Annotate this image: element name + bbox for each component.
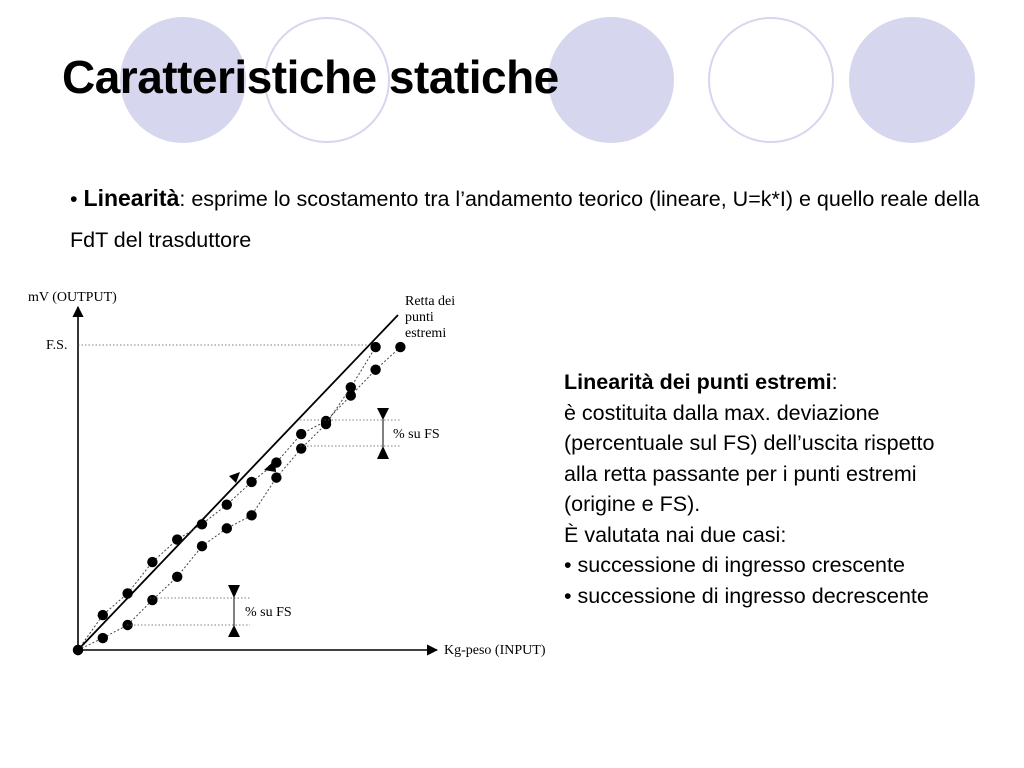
upper-curve-point — [221, 499, 232, 510]
bullet-text: : esprime lo scostamento tra l’andamento… — [70, 187, 980, 252]
description-line: (percentuale sul FS) dell’uscita rispett… — [564, 431, 935, 455]
upper-curve-point — [370, 364, 381, 375]
bullet-marker: • — [70, 187, 78, 211]
decorative-circle-4 — [708, 17, 834, 143]
upper-curve-point — [196, 519, 208, 530]
lower-curve-point — [320, 418, 332, 430]
upper-curve-point — [122, 588, 133, 599]
case-item-decreasing: • successione di ingresso decrescente — [564, 583, 929, 608]
upper-curve-point — [296, 428, 307, 440]
lower-curve-point — [221, 523, 232, 534]
lower-curve-point — [246, 510, 257, 521]
upper-curve-point — [395, 341, 406, 353]
deviation-marker-lower: % su FS — [127, 585, 292, 637]
lower-curve-point — [72, 644, 84, 656]
decorative-circle-2 — [264, 17, 390, 143]
lower-curve-point — [345, 382, 356, 393]
linearity-bullet: • Linearità: esprime lo scostamento tra … — [70, 178, 990, 261]
description-heading-row: Linearità dei punti estremi: — [564, 367, 1014, 398]
description-heading: Linearità dei punti estremi — [564, 370, 832, 394]
direction-arrow-ascending — [264, 460, 276, 472]
lower-curve-point — [172, 571, 183, 583]
description-line: È valutata nai due casi: — [564, 522, 787, 547]
decorative-circle-5 — [849, 17, 975, 143]
endpoint-line — [76, 314, 399, 652]
description-line: (origine e FS). — [564, 492, 701, 516]
lower-curve-point — [196, 541, 208, 552]
deviation-marker-upper: % su FS — [300, 408, 440, 459]
decorative-circle-1 — [120, 17, 246, 143]
lower-curve-point — [296, 443, 307, 454]
lower-curve-point — [147, 594, 158, 606]
lower-curve-point — [271, 472, 282, 483]
lower-curve-point — [370, 341, 381, 353]
y-axis-label: mV (OUTPUT) — [28, 290, 117, 305]
upper-curve-point — [97, 609, 109, 621]
upper-curve-point — [345, 390, 356, 401]
description-heading-colon: : — [831, 370, 838, 394]
upper-curve-point — [172, 534, 183, 545]
lower-curve-line — [77, 346, 377, 651]
x-axis-label: Kg-peso (INPUT) — [444, 643, 546, 658]
decorative-circle-3 — [548, 17, 674, 143]
lower-curve-point — [97, 632, 109, 644]
endpoint-linearity-description: Linearità dei punti estremi: è costituit… — [564, 367, 1014, 611]
pct-fs-label-upper: % su FS — [393, 427, 440, 442]
lower-curve-group — [72, 341, 381, 656]
case-item-increasing: • successione di ingresso crescente — [564, 553, 905, 577]
linearity-diagram: mV (OUTPUT) Kg-peso (INPUT) F.S. Retta d… — [28, 290, 546, 658]
direction-arrow-descending — [229, 472, 240, 483]
upper-curve-group — [72, 341, 406, 656]
description-line: è costituita dalla max. deviazione — [564, 400, 880, 425]
upper-curve-point — [147, 556, 158, 568]
fs-label: F.S. — [46, 338, 67, 353]
bullet-term: Linearità — [83, 185, 180, 211]
pct-fs-label-lower: % su FS — [245, 605, 292, 620]
case-list: • successione di ingresso crescente • su… — [564, 550, 1014, 611]
description-line: alla retta passante per i punti estremi — [564, 461, 917, 486]
upper-curve-point — [246, 476, 257, 488]
endpoint-line-label: Retta dei punti estremi — [405, 294, 455, 341]
slide-title: Caratteristiche statiche — [62, 51, 559, 103]
